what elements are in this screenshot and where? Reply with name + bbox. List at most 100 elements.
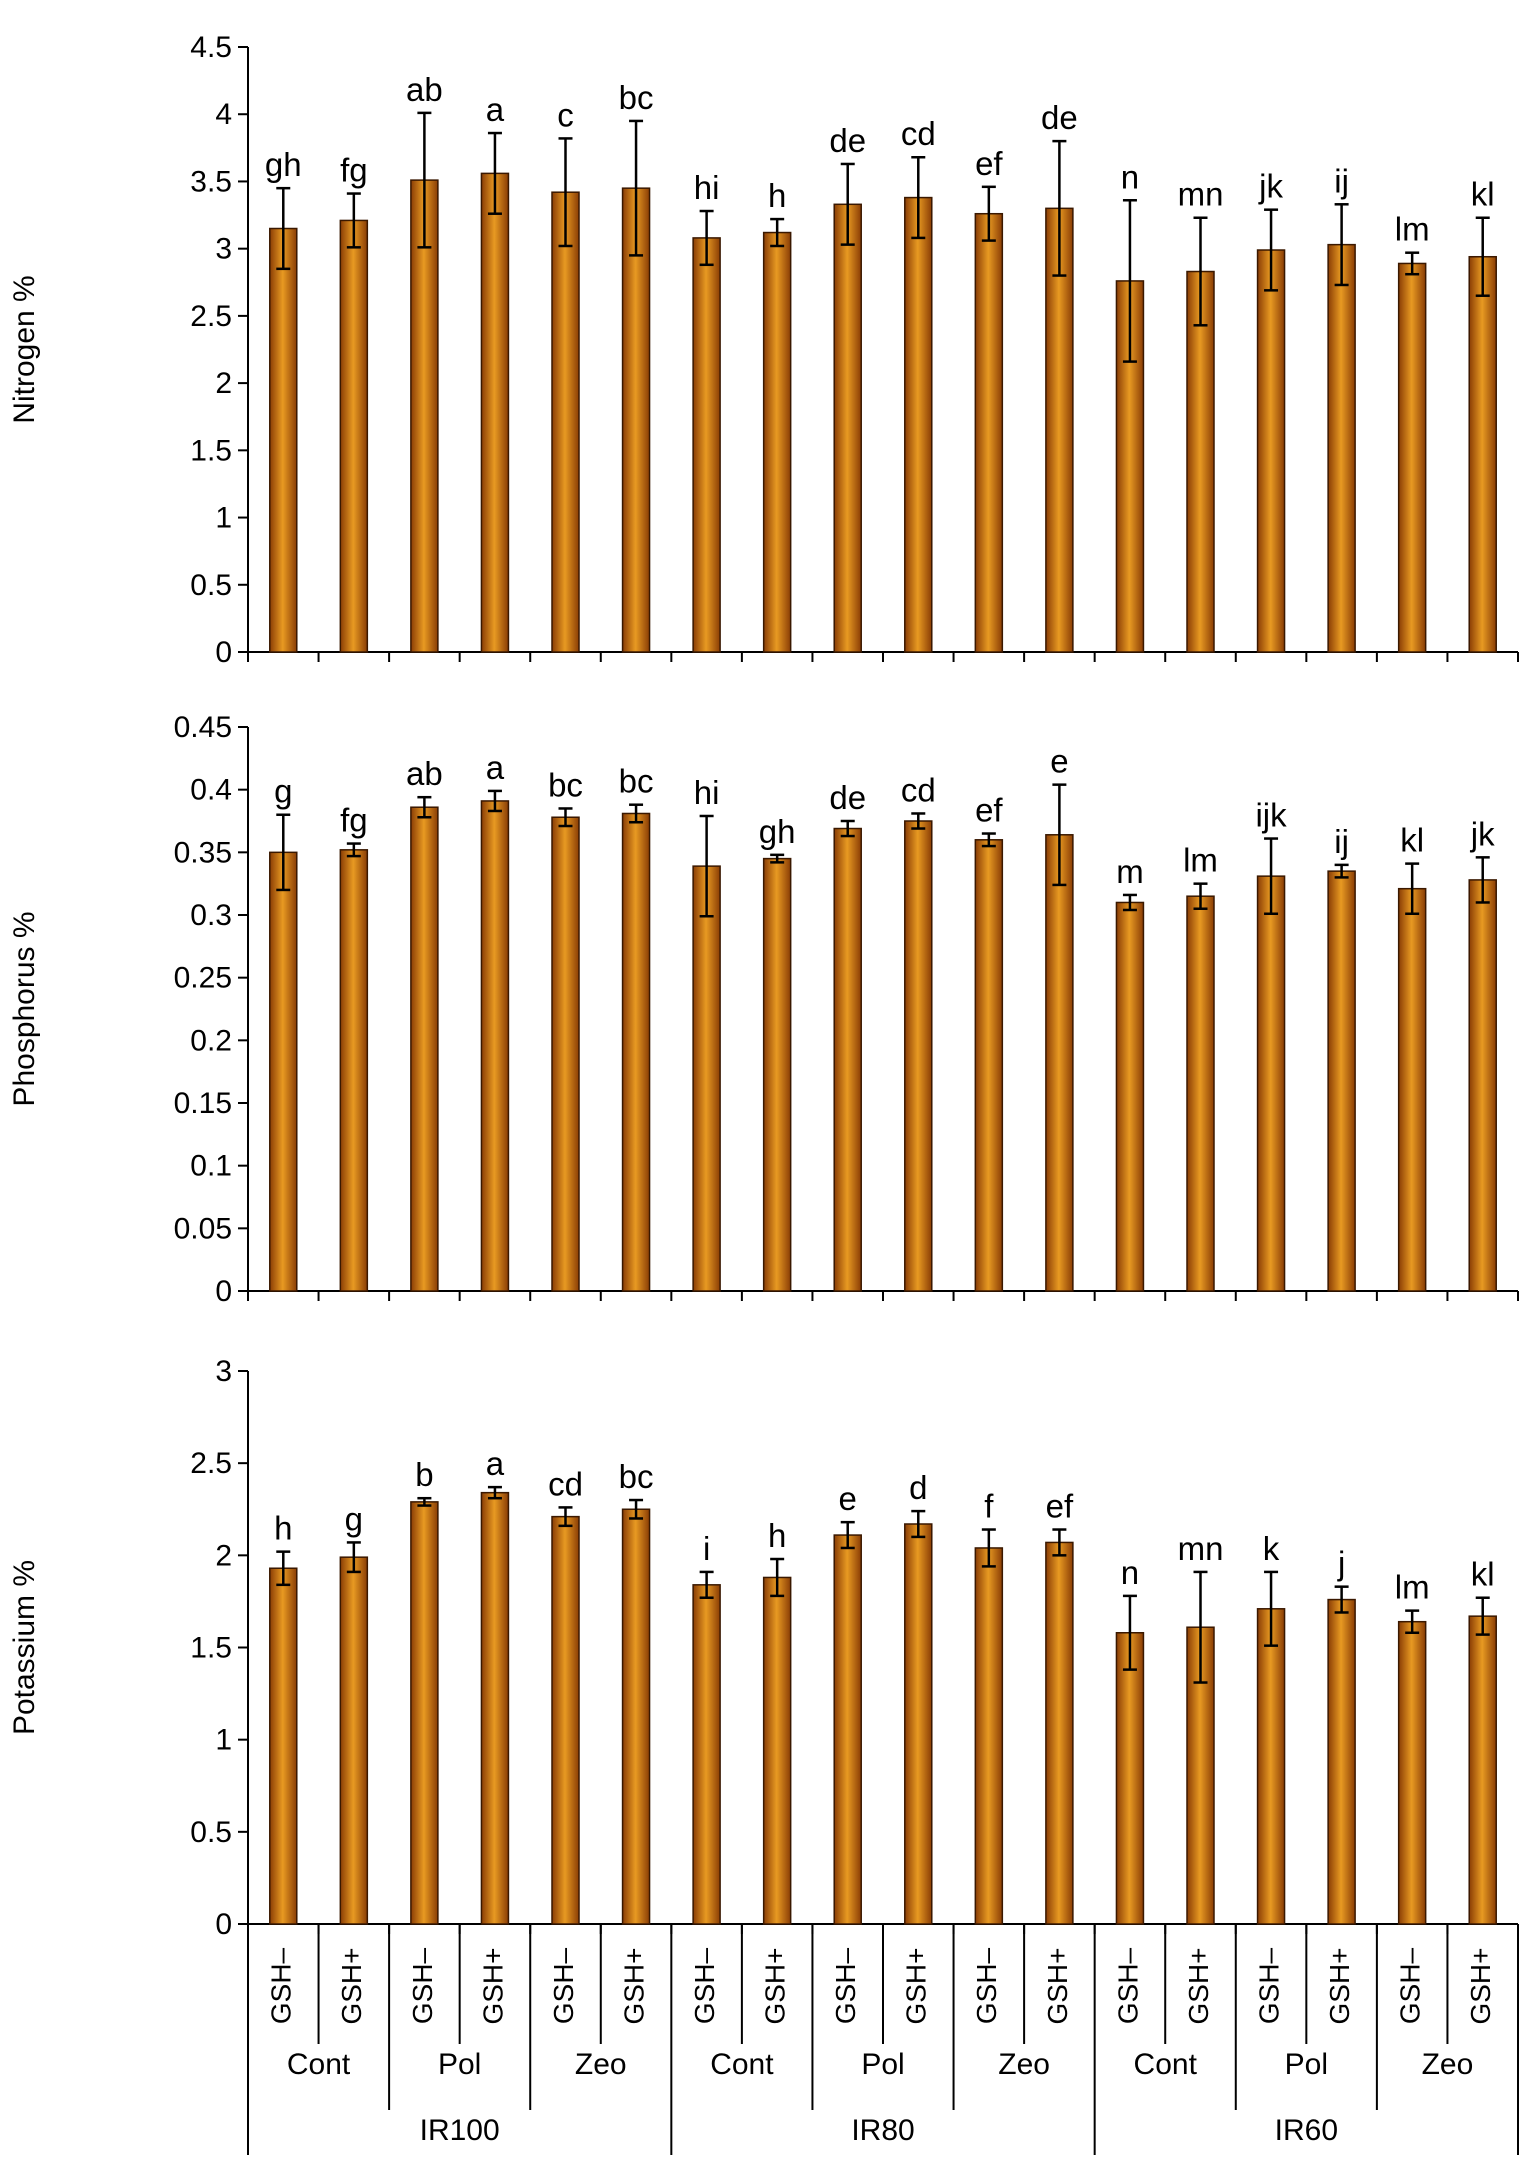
significance-letter: h	[274, 1510, 292, 1547]
y-tick-label: 1.5	[190, 1632, 232, 1665]
significance-letter: mn	[1178, 176, 1224, 213]
significance-letter: ef	[975, 145, 1003, 182]
bar	[339, 849, 369, 1292]
category-label: GSH+	[1324, 1947, 1355, 2024]
y-tick-label: 0	[215, 1275, 232, 1308]
significance-letter: cd	[901, 115, 936, 152]
bar	[269, 1567, 298, 1925]
significance-letter: lm	[1395, 211, 1430, 248]
y-tick-label: 1.5	[190, 434, 232, 467]
significance-letter: gh	[759, 813, 796, 850]
category-label: GSH–	[548, 1947, 579, 2024]
bar	[1115, 901, 1145, 1292]
significance-letter: bc	[619, 1458, 654, 1495]
y-tick-label: 0.35	[174, 836, 232, 869]
category-label: GSH+	[336, 1947, 367, 2024]
bar	[1468, 879, 1497, 1292]
significance-letter: gh	[265, 146, 302, 183]
bar	[904, 196, 933, 653]
significance-letter: hi	[694, 774, 720, 811]
significance-letter: fg	[340, 802, 368, 839]
bar	[974, 839, 1004, 1292]
bar	[1327, 243, 1356, 653]
significance-letter: jk	[1258, 168, 1283, 205]
bar	[1397, 1620, 1427, 1925]
significance-letter: lm	[1395, 1569, 1430, 1606]
bar	[833, 827, 862, 1292]
bar	[1468, 1615, 1497, 1925]
bar	[762, 857, 792, 1292]
bar	[1115, 1632, 1145, 1925]
significance-letter: kl	[1471, 1556, 1495, 1593]
bar	[833, 1534, 862, 1925]
significance-letter: de	[1041, 99, 1078, 136]
bar	[339, 1556, 369, 1925]
bar	[551, 816, 580, 1292]
significance-letter: f	[984, 1488, 994, 1525]
bar	[1045, 1541, 1074, 1925]
significance-letter: a	[486, 1445, 505, 1482]
significance-letter: ef	[975, 792, 1003, 829]
category-label: GSH+	[901, 1947, 932, 2024]
category-label: GSH+	[760, 1947, 791, 2024]
bar	[480, 172, 510, 653]
y-axis-label: Phosphorus %	[8, 911, 41, 1106]
bar	[1256, 1608, 1286, 1925]
y-tick-label: 0	[215, 1908, 232, 1941]
y-tick-label: 3	[215, 233, 232, 266]
bar	[551, 191, 580, 653]
bar	[833, 203, 862, 653]
panel-phosphorus: 0 0.05 0.1 0.15 0.2 0.25 0.3 0.35 0.4 0.45 Phospho…	[8, 711, 1519, 1308]
bar	[904, 1523, 933, 1925]
bar	[1045, 207, 1074, 653]
y-tick-label: 0.4	[190, 774, 232, 807]
bar	[621, 1508, 651, 1925]
bar	[410, 179, 439, 653]
significance-letter: ijk	[1255, 797, 1287, 834]
bar	[1256, 249, 1286, 653]
category-label: GSH+	[1465, 1947, 1496, 2024]
category-label: GSH–	[971, 1947, 1002, 2024]
significance-letter: bc	[619, 79, 654, 116]
y-tick-label: 0.1	[190, 1150, 232, 1183]
significance-letter: lm	[1183, 842, 1218, 879]
significance-letter: hi	[694, 169, 720, 206]
significance-letter: e	[1050, 743, 1068, 780]
bar	[269, 227, 298, 653]
subgroup-label: Zeo	[1422, 2048, 1474, 2081]
bar	[692, 1584, 721, 1925]
y-tick-label: 0.2	[190, 1024, 232, 1057]
bar	[1045, 834, 1074, 1292]
subgroup-label: Zeo	[998, 2048, 1050, 2081]
significance-letter: i	[703, 1530, 710, 1567]
significance-letter: fg	[340, 152, 368, 189]
subgroup-label: Cont	[1134, 2048, 1198, 2081]
y-axis-label: Nitrogen %	[8, 275, 41, 423]
bar	[762, 1576, 792, 1925]
significance-letter: bc	[619, 763, 654, 800]
y-tick-label: 1	[215, 1724, 232, 1757]
category-label: GSH–	[689, 1947, 720, 2024]
significance-letter: ij	[1334, 823, 1349, 860]
significance-letter: h	[768, 1517, 786, 1554]
y-axis-label: Potassium %	[8, 1560, 41, 1735]
subgroup-label: Cont	[710, 2048, 774, 2081]
subgroup-label: Pol	[1285, 2048, 1328, 2081]
y-tick-label: 0.15	[174, 1087, 232, 1120]
bar	[1256, 875, 1286, 1292]
category-label: GSH+	[1042, 1947, 1073, 2024]
group-label: IR80	[851, 2114, 914, 2147]
bar	[410, 806, 439, 1292]
significance-letter: de	[829, 779, 866, 816]
significance-letter: jk	[1470, 815, 1495, 852]
bar	[974, 1547, 1004, 1925]
bar	[269, 851, 298, 1292]
y-tick-label: 0	[215, 636, 232, 669]
bar	[1468, 255, 1497, 653]
y-tick-label: 3.5	[190, 165, 232, 198]
y-tick-label: 4	[215, 98, 232, 131]
category-label: GSH–	[1395, 1947, 1426, 2024]
bar	[1186, 270, 1215, 653]
significance-letter: ef	[1046, 1488, 1074, 1525]
